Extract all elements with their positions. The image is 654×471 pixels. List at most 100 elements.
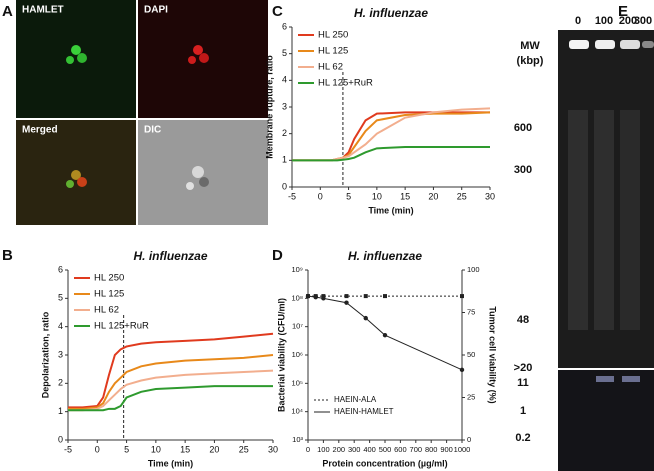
point [383, 294, 387, 299]
x-tick-label: 200 [333, 445, 346, 454]
point [363, 294, 368, 299]
x-tick-label: 0 [306, 445, 310, 454]
band [620, 40, 640, 49]
y-tick-label: 0 [282, 181, 287, 191]
x-tick-label: 25 [457, 191, 467, 201]
series-line [68, 332, 274, 409]
x-tick-label: 15 [400, 191, 410, 201]
mw-title: MW [520, 40, 540, 52]
panel-label: A [2, 3, 13, 20]
x-tick-label: 100 [317, 445, 330, 454]
series-line [292, 107, 491, 162]
x-tick-label: 30 [485, 191, 495, 201]
blob [71, 45, 81, 55]
blob [186, 182, 194, 190]
point [460, 294, 464, 299]
legend-label: HL 62 [94, 305, 119, 316]
lane-label: 300 [634, 15, 652, 27]
x-tick-label: 900 [440, 445, 453, 454]
x-tick-label: 400 [363, 445, 376, 454]
y-tick-label: 3 [58, 349, 63, 359]
blob [188, 56, 196, 64]
band [569, 40, 589, 49]
series-line [292, 146, 490, 162]
panel-label: B [2, 247, 13, 264]
x-tick-label: 700 [410, 445, 423, 454]
series-line [292, 111, 490, 162]
y-tick-label: 10⁹ [291, 265, 303, 274]
y-axis-label: Depolarization, ratio [40, 311, 50, 398]
lane-label: 200 [619, 15, 637, 27]
panel-label: D [272, 247, 283, 264]
blob [192, 166, 204, 178]
lane-label: 100 [595, 15, 613, 27]
x-tick-label: -5 [288, 191, 296, 201]
y2-tick-label: 0 [467, 435, 471, 444]
gel-lower [558, 370, 654, 471]
chart-title: H. influenzae [348, 249, 422, 263]
x-tick-label: 300 [348, 445, 361, 454]
y-tick-label: 10⁵ [292, 378, 303, 387]
y-tick-label: 1 [282, 155, 287, 165]
smear [620, 110, 640, 330]
y-tick-label: 10⁸ [291, 293, 303, 302]
x-tick-label: 0 [95, 444, 100, 454]
point [313, 294, 318, 300]
y-tick-label: 5 [58, 293, 63, 303]
legend-label: HAEIN-ALA [334, 395, 377, 404]
legend-label: HL 125+RuR [94, 321, 149, 332]
y-tick-label: 2 [282, 128, 287, 138]
band [595, 40, 615, 49]
y-tick-label: 0 [58, 434, 63, 444]
point [305, 293, 311, 299]
x-tick-label: 1000 [454, 445, 471, 454]
smear [594, 110, 614, 330]
mw-marker: 0.2 [515, 432, 530, 444]
y2-tick-label: 75 [467, 307, 475, 316]
blob [66, 180, 74, 188]
panel-label: E [618, 3, 628, 20]
legend-label: HL 62 [318, 62, 343, 73]
blob [66, 56, 74, 64]
point [321, 296, 326, 301]
y-tick-label: 1 [58, 406, 63, 416]
y-tick-label: 10⁶ [292, 350, 303, 359]
mw-marker: 1 [520, 405, 526, 417]
x-tick-label: 800 [425, 445, 438, 454]
band [642, 41, 654, 48]
legend-label: HL 250 [94, 273, 124, 284]
y2-axis-label: Tumor cell viability (%) [488, 306, 498, 403]
x-axis-label: Time (min) [368, 205, 413, 215]
chart-title: H. influenzae [133, 249, 207, 263]
y-tick-label: 4 [282, 75, 287, 85]
x-tick-label: 20 [209, 444, 219, 454]
y2-tick-label: 50 [467, 350, 475, 359]
x-tick-label: 500 [379, 445, 392, 454]
y2-tick-label: 100 [467, 265, 480, 274]
series-line [292, 111, 491, 162]
legend-label: HL 125 [94, 289, 124, 300]
y-tick-label: 10⁷ [292, 322, 303, 331]
image-hamlet [16, 0, 136, 118]
point [321, 294, 326, 299]
mw-marker: 300 [514, 164, 532, 176]
x-tick-label: 20 [428, 191, 438, 201]
series-line [68, 385, 273, 412]
x-tick-label: 5 [124, 444, 129, 454]
legend-label: HL 250 [318, 30, 348, 41]
legend-label: HAEIN-HAMLET [334, 407, 394, 416]
mw-marker: 600 [514, 122, 532, 134]
band [622, 376, 640, 382]
legend-label: HL 125 [318, 46, 348, 57]
x-axis-label: Time (min) [148, 458, 193, 468]
blob [77, 53, 87, 63]
series-line [68, 369, 274, 412]
mw-marker: 48 [517, 314, 529, 326]
x-tick-label: 25 [239, 444, 249, 454]
image-label: Merged [22, 125, 58, 136]
y-tick-label: 5 [282, 48, 287, 58]
x-tick-label: 10 [151, 444, 161, 454]
x-tick-label: 30 [268, 444, 278, 454]
y-tick-label: 4 [58, 321, 63, 331]
point [344, 294, 349, 299]
